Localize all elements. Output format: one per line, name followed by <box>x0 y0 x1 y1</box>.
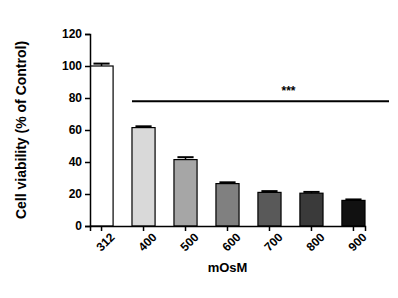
y-tick-mark <box>85 194 90 196</box>
x-tick: 312 <box>94 226 118 254</box>
x-tick: 700 <box>261 226 285 254</box>
x-tick-label: 400 <box>135 230 159 254</box>
x-tick: 400 <box>135 226 159 254</box>
y-tick: 0 <box>75 219 90 233</box>
error-bar <box>135 126 151 127</box>
error-bar <box>303 192 319 193</box>
error-cap <box>177 156 193 158</box>
y-tick: 40 <box>69 155 90 169</box>
bar <box>258 192 281 226</box>
y-tick-mark <box>85 66 90 68</box>
bar <box>174 160 197 226</box>
y-tick: 120 <box>62 27 90 41</box>
y-tick-label: 20 <box>69 187 83 201</box>
y-tick-mark <box>85 226 90 228</box>
bar <box>216 184 239 226</box>
error-bar <box>261 191 277 192</box>
y-tick-mark <box>85 130 90 132</box>
x-tick-mark <box>353 226 355 231</box>
plot-area <box>90 64 365 226</box>
error-bar <box>93 64 109 66</box>
x-tick-mark <box>311 226 313 231</box>
y-tick-label: 120 <box>62 27 82 41</box>
x-tick-label: 600 <box>219 230 243 254</box>
y-tick-label: 40 <box>69 155 83 169</box>
error-bar <box>345 199 361 201</box>
bar <box>90 66 113 226</box>
y-tick: 20 <box>69 187 90 201</box>
x-tick-mark <box>185 226 187 231</box>
y-tick-label: 60 <box>69 123 83 137</box>
y-tick-mark <box>85 34 90 36</box>
y-tick-label: 100 <box>62 59 82 73</box>
error-bar <box>219 182 235 183</box>
error-cap <box>345 198 361 200</box>
bar <box>132 128 155 226</box>
x-axis-line <box>91 227 366 232</box>
error-cap <box>93 63 109 65</box>
error-cap <box>303 191 319 193</box>
y-tick-mark <box>85 98 90 100</box>
error-cap <box>219 181 235 183</box>
error-cap <box>135 125 151 127</box>
x-tick: 500 <box>177 226 201 254</box>
error-cap <box>261 190 277 192</box>
y-tick-label: 80 <box>69 91 83 105</box>
annotation-text: *** <box>281 84 295 98</box>
x-tick-label: 312 <box>94 230 118 254</box>
x-axis: 312 400 500 600 700 800 900 <box>91 226 370 254</box>
x-tick-label: 700 <box>261 230 285 254</box>
y-tick: 80 <box>69 91 90 105</box>
x-axis-title: mOsM <box>208 260 248 275</box>
bar <box>300 193 323 226</box>
x-tick-mark <box>227 226 229 231</box>
y-axis-title: Cell viability (% of Control) <box>13 41 29 219</box>
x-tick-label: 800 <box>303 230 327 254</box>
bar <box>342 200 365 226</box>
x-tick-label: 900 <box>345 230 369 254</box>
x-tick-label: 500 <box>177 230 201 254</box>
x-tick: 800 <box>303 226 327 254</box>
y-axis-line <box>85 35 91 227</box>
chart: 0 20 40 60 80 100 120 312 400 500 600 700 800 900 mOsM… <box>0 0 398 298</box>
y-tick-mark <box>85 162 90 164</box>
error-bar <box>177 157 193 159</box>
y-tick: 100 <box>62 59 90 73</box>
y-tick: 60 <box>69 123 90 137</box>
x-tick: 600 <box>219 226 243 254</box>
x-tick-mark <box>101 226 103 231</box>
y-axis: 0 20 40 60 80 100 120 <box>62 27 91 233</box>
x-tick-mark <box>143 226 145 231</box>
x-tick-mark <box>269 226 271 231</box>
annotation-line <box>132 100 389 102</box>
x-tick: 900 <box>345 226 369 254</box>
y-tick-label: 0 <box>75 219 82 233</box>
